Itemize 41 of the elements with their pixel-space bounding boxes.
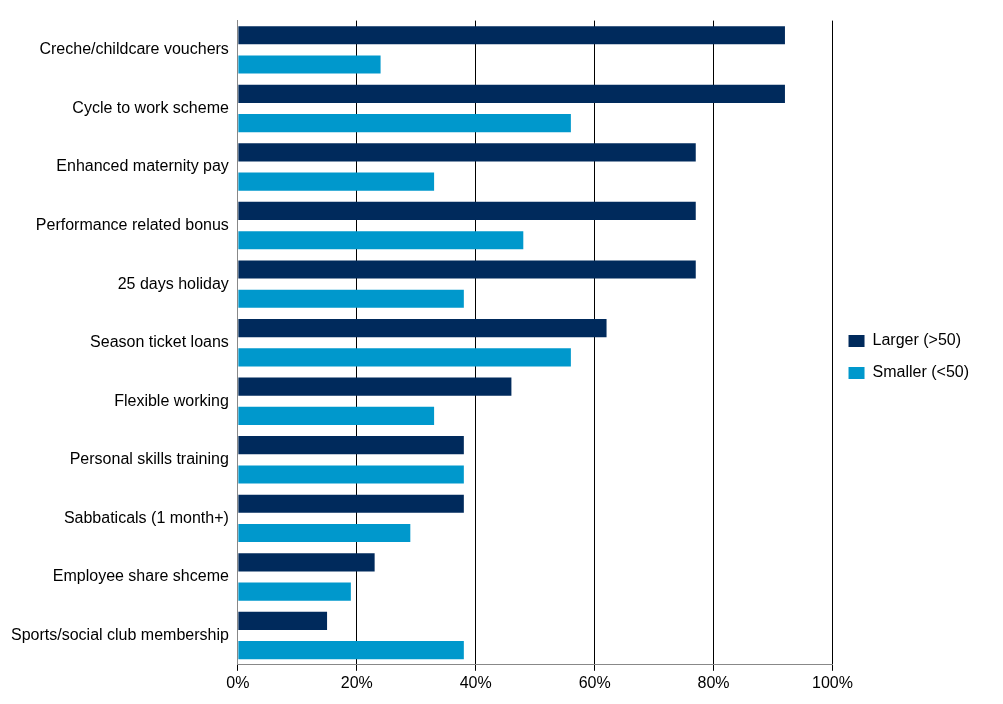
bar (238, 143, 696, 162)
x-tick-label: 60% (578, 673, 611, 691)
y-tick-label: Cycle to work scheme (72, 98, 229, 116)
legend-label: Larger (>50) (872, 331, 962, 349)
bar (238, 348, 571, 367)
y-tick-label: Creche/childcare vouchers (39, 40, 229, 58)
bar (238, 465, 464, 484)
bar (238, 231, 524, 250)
bar (238, 611, 328, 630)
y-tick-label: Sports/social club membership (10, 625, 229, 643)
bar (238, 377, 512, 396)
bar (238, 318, 607, 338)
bar (238, 114, 571, 133)
y-tick-label: Flexible working (114, 391, 229, 409)
bar (238, 494, 464, 513)
y-tick-label: Enhanced maternity pay (56, 157, 229, 175)
bar (238, 582, 351, 601)
x-tick-label: 20% (340, 673, 373, 691)
bar (238, 406, 435, 425)
bar (238, 289, 464, 308)
x-tick-label: 40% (459, 673, 492, 691)
x-tick-label: 80% (697, 673, 730, 691)
bar (238, 55, 381, 74)
x-tick-label: 100% (812, 673, 853, 691)
bar (238, 436, 464, 455)
x-tick-label: 0% (226, 673, 250, 691)
bar (238, 523, 411, 543)
bar (238, 201, 696, 221)
legend-label: Smaller (<50) (872, 363, 970, 381)
y-tick-label: Personal skills training (69, 450, 229, 468)
y-tick-label: Sabbaticals (1 month+) (63, 508, 229, 526)
bar (238, 260, 696, 279)
bar (238, 26, 785, 45)
bar (238, 553, 375, 572)
bar (238, 641, 464, 660)
y-tick-label: Performance related bonus (35, 215, 229, 233)
y-tick-label: Season ticket loans (90, 333, 229, 351)
y-tick-label: Employee share shceme (52, 567, 229, 585)
y-tick-label: 25 days holiday (117, 274, 229, 292)
bar (238, 84, 785, 103)
bar (238, 172, 435, 191)
